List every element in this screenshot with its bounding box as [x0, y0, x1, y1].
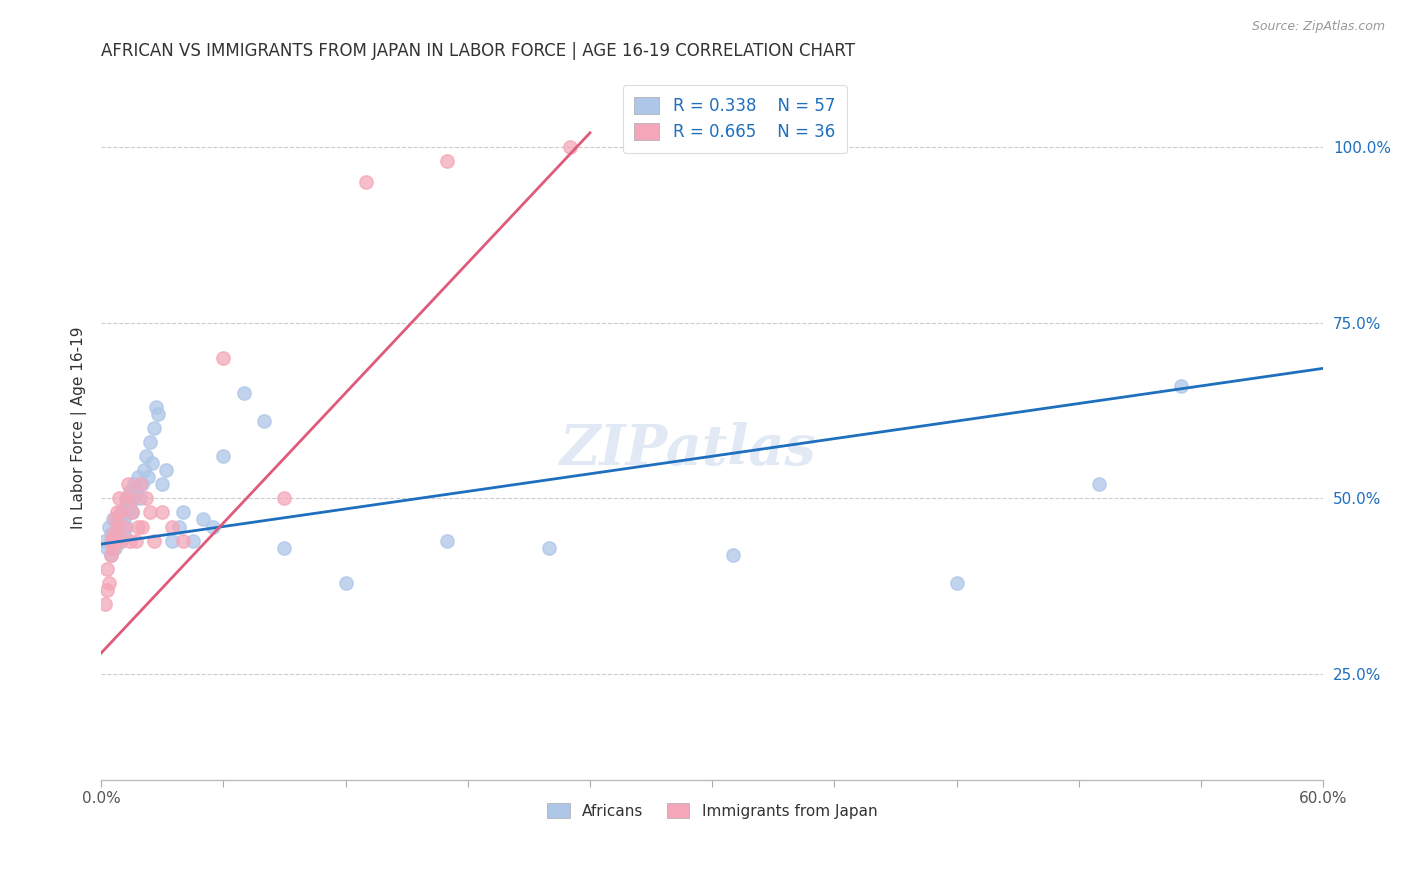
- Text: AFRICAN VS IMMIGRANTS FROM JAPAN IN LABOR FORCE | AGE 16-19 CORRELATION CHART: AFRICAN VS IMMIGRANTS FROM JAPAN IN LABO…: [101, 42, 855, 60]
- Point: [945, 575, 967, 590]
- Point: [107, 533, 129, 548]
- Point: [135, 449, 157, 463]
- Point: [110, 533, 132, 548]
- Point: [104, 526, 127, 541]
- Point: [108, 526, 131, 541]
- Point: [107, 506, 129, 520]
- Point: [108, 512, 131, 526]
- Point: [141, 456, 163, 470]
- Point: [128, 477, 150, 491]
- Point: [139, 435, 162, 450]
- Point: [125, 533, 148, 548]
- Legend: Africans, Immigrants from Japan: Africans, Immigrants from Japan: [541, 797, 883, 825]
- Point: [112, 512, 135, 526]
- Point: [108, 491, 131, 506]
- Point: [131, 477, 153, 491]
- Point: [121, 506, 143, 520]
- Point: [121, 491, 143, 506]
- Point: [110, 533, 132, 548]
- Point: [145, 400, 167, 414]
- Y-axis label: In Labor Force | Age 16-19: In Labor Force | Age 16-19: [72, 326, 87, 529]
- Point: [167, 519, 190, 533]
- Point: [354, 175, 377, 189]
- Point: [103, 512, 125, 526]
- Point: [127, 519, 149, 533]
- Point: [253, 414, 276, 428]
- Text: Source: ZipAtlas.com: Source: ZipAtlas.com: [1251, 20, 1385, 33]
- Point: [143, 533, 166, 548]
- Point: [112, 519, 135, 533]
- Point: [107, 519, 129, 533]
- Point: [117, 506, 139, 520]
- Point: [273, 491, 295, 506]
- Point: [150, 506, 173, 520]
- Point: [143, 421, 166, 435]
- Point: [273, 541, 295, 555]
- Point: [202, 519, 225, 533]
- Point: [104, 533, 127, 548]
- Point: [131, 519, 153, 533]
- Point: [139, 506, 162, 520]
- Point: [172, 533, 194, 548]
- Point: [538, 541, 561, 555]
- Point: [118, 533, 141, 548]
- Point: [103, 533, 125, 548]
- Point: [132, 463, 155, 477]
- Point: [335, 575, 357, 590]
- Point: [122, 477, 145, 491]
- Point: [96, 541, 118, 555]
- Point: [96, 562, 118, 576]
- Point: [128, 491, 150, 506]
- Point: [104, 512, 127, 526]
- Point: [1088, 477, 1111, 491]
- Point: [112, 526, 135, 541]
- Point: [118, 484, 141, 499]
- Point: [125, 484, 148, 499]
- Point: [212, 449, 235, 463]
- Point: [436, 533, 458, 548]
- Point: [136, 470, 159, 484]
- Point: [103, 526, 125, 541]
- Point: [107, 519, 129, 533]
- Point: [558, 140, 581, 154]
- Point: [110, 506, 132, 520]
- Point: [96, 582, 118, 597]
- Point: [146, 407, 169, 421]
- Point: [104, 541, 127, 555]
- Point: [98, 575, 121, 590]
- Point: [212, 351, 235, 365]
- Point: [98, 519, 121, 533]
- Point: [436, 153, 458, 168]
- Point: [172, 506, 194, 520]
- Point: [94, 597, 117, 611]
- Point: [100, 526, 122, 541]
- Point: [117, 477, 139, 491]
- Point: [100, 533, 122, 548]
- Point: [150, 477, 173, 491]
- Point: [121, 506, 143, 520]
- Point: [232, 386, 254, 401]
- Point: [155, 463, 177, 477]
- Point: [94, 533, 117, 548]
- Point: [127, 470, 149, 484]
- Point: [117, 491, 139, 506]
- Point: [114, 499, 136, 513]
- Point: [122, 491, 145, 506]
- Point: [118, 499, 141, 513]
- Point: [114, 491, 136, 506]
- Point: [1170, 379, 1192, 393]
- Point: [191, 512, 214, 526]
- Point: [100, 548, 122, 562]
- Point: [135, 491, 157, 506]
- Point: [181, 533, 204, 548]
- Point: [100, 548, 122, 562]
- Text: ZIPatlas: ZIPatlas: [560, 422, 815, 476]
- Point: [162, 533, 184, 548]
- Point: [110, 506, 132, 520]
- Point: [721, 548, 744, 562]
- Point: [103, 541, 125, 555]
- Point: [162, 519, 184, 533]
- Point: [114, 519, 136, 533]
